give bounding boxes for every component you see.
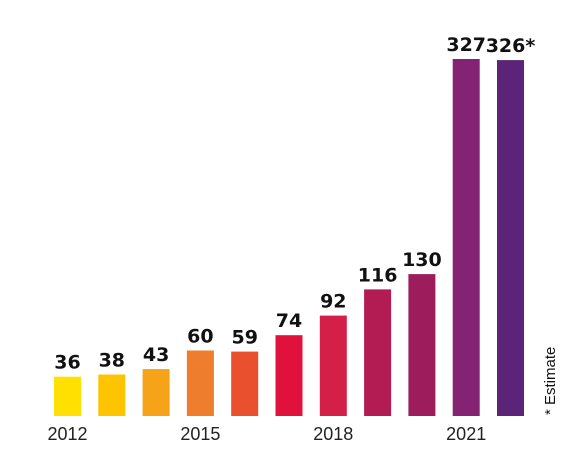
bar-2020 (408, 274, 436, 416)
x-tick-label-2015: 2015 (180, 424, 220, 444)
value-label-2016: 59 (231, 327, 257, 349)
value-label-2021: 327 (446, 34, 486, 56)
bar-2012 (54, 376, 81, 416)
x-tick-label-2018: 2018 (313, 424, 353, 444)
bar-2019 (364, 289, 392, 416)
bar-2015 (186, 350, 214, 416)
value-label-2017: 74 (276, 310, 302, 332)
bar-2018 (319, 315, 347, 416)
bar-2014 (142, 369, 170, 416)
bar-2013 (98, 374, 126, 416)
value-label-2014: 43 (143, 344, 169, 366)
value-label-2022: 326* (486, 35, 536, 57)
value-label-2015: 60 (187, 326, 213, 348)
estimate-footnote: * Estimate (542, 347, 559, 415)
bar-2022 (497, 60, 524, 416)
x-tick-label-2012: 2012 (47, 424, 87, 444)
bar-2017 (275, 335, 303, 416)
value-label-2012: 36 (54, 352, 80, 374)
bar-2016 (231, 351, 259, 416)
value-label-2019: 116 (358, 264, 398, 286)
bars-group (54, 59, 524, 416)
value-label-2020: 130 (402, 249, 442, 271)
x-tick-label-2021: 2021 (446, 424, 486, 444)
x-axis-tick-labels: 2012 2015 2018 2021 (47, 424, 486, 444)
value-label-2018: 92 (320, 291, 346, 313)
value-label-2013: 38 (99, 350, 125, 372)
bar-2021 (452, 59, 480, 416)
